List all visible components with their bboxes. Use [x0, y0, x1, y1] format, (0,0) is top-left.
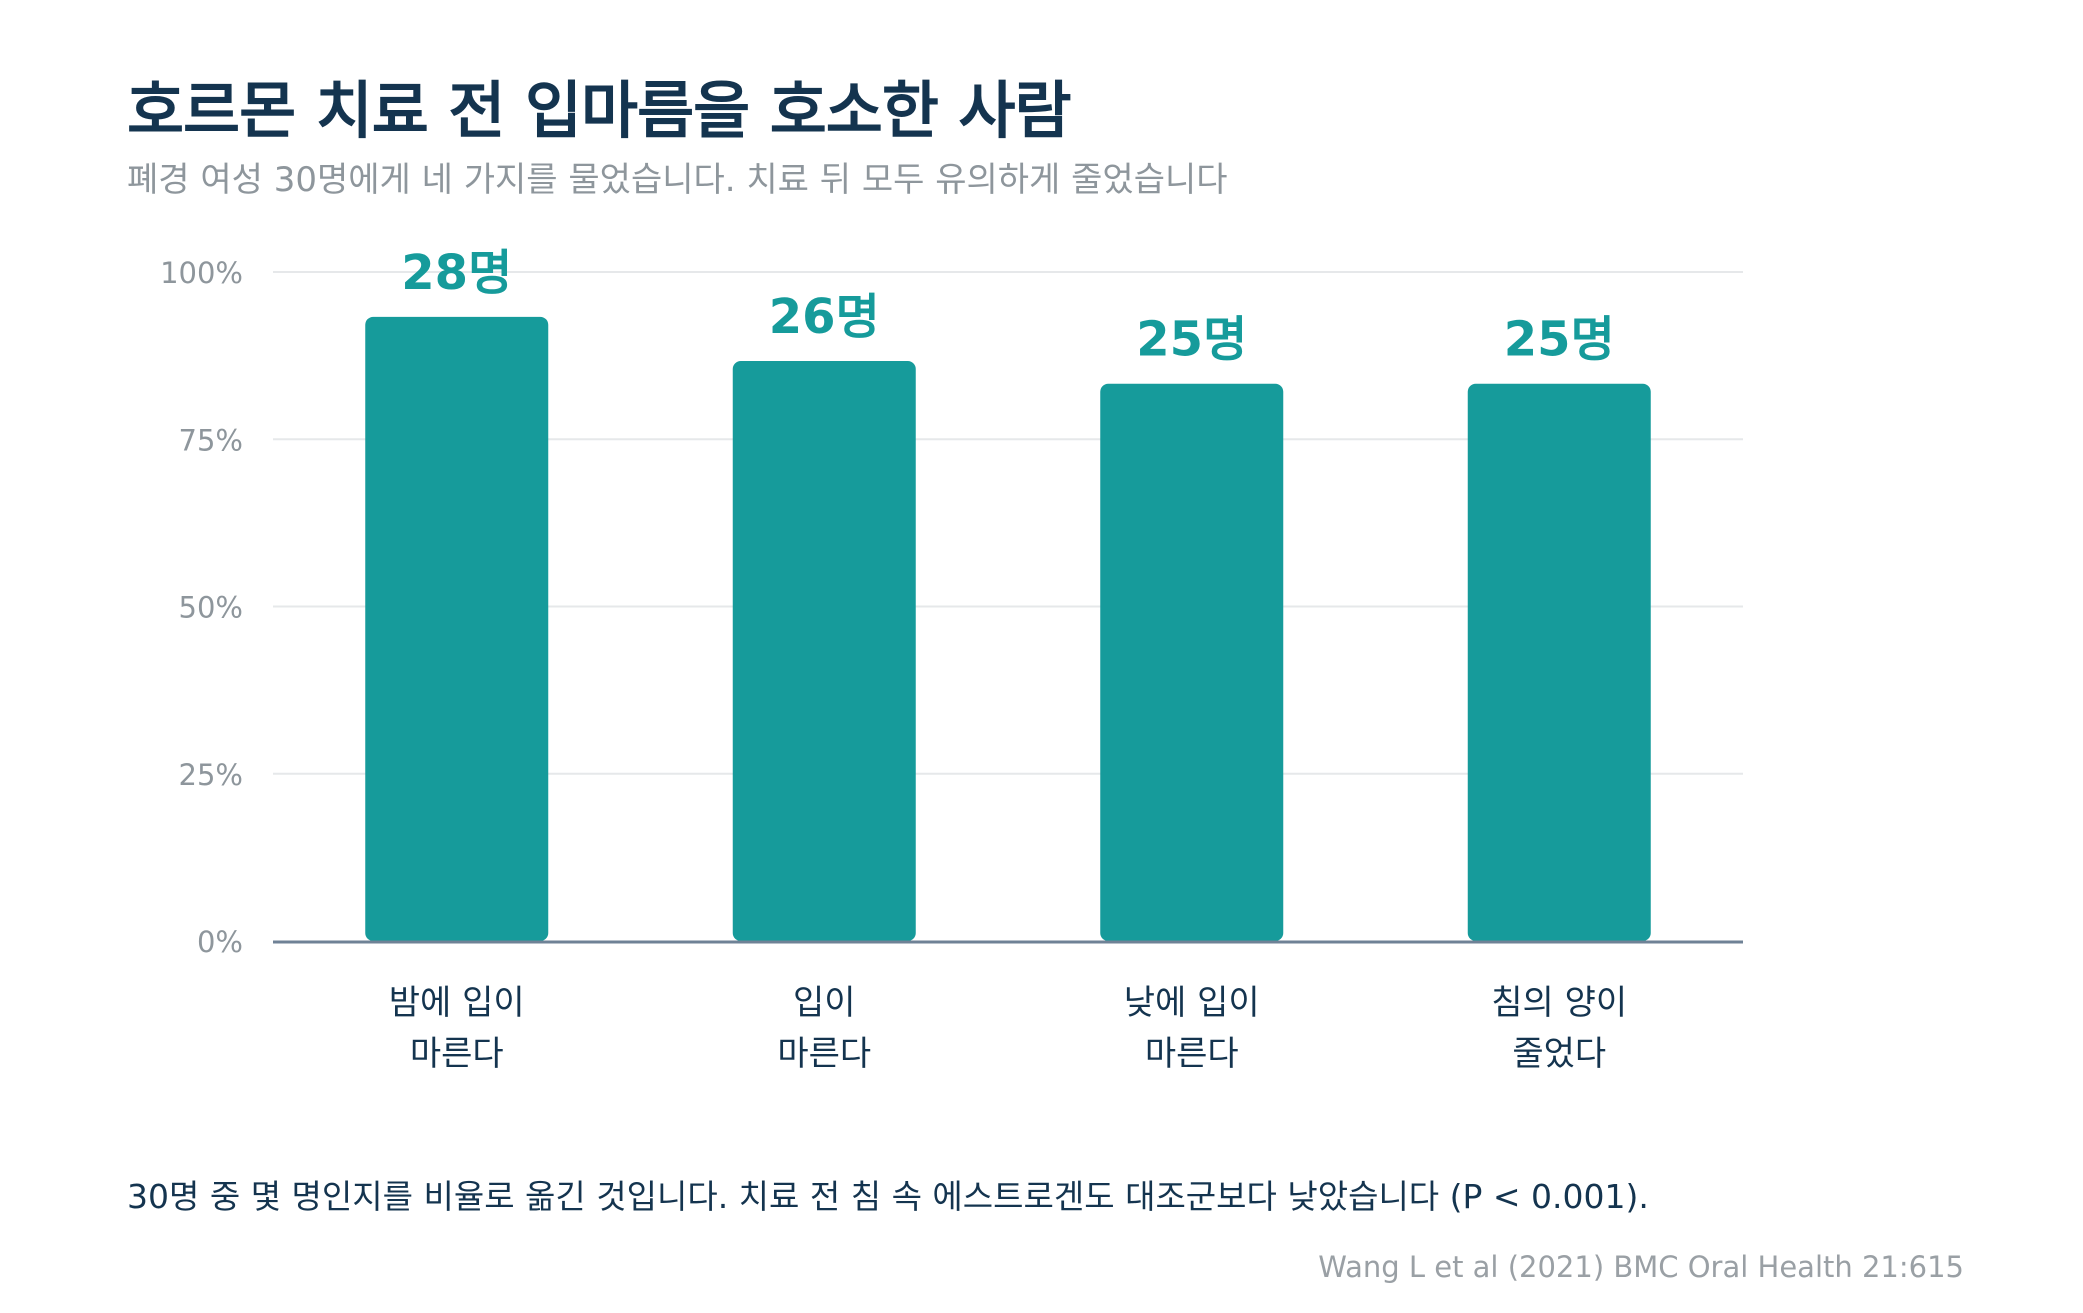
bar — [1467, 383, 1651, 941]
x-tick-label: 낮에 입이 — [1124, 983, 1260, 1023]
y-tick-label: 75% — [179, 423, 243, 457]
bar-value-label: 25명 — [1136, 312, 1247, 368]
chart-subtitle: 폐경 여성 30명에게 네 가지를 물었습니다. 치료 뒤 모두 유의하게 줄었… — [127, 160, 1228, 200]
bar-value-label: 28명 — [401, 245, 512, 301]
y-tick-label: 25% — [179, 758, 243, 792]
bar-value-label: 26명 — [769, 289, 880, 345]
x-tick-label: 침의 양이 — [1491, 983, 1627, 1023]
x-tick-label: 마른다 — [410, 1034, 504, 1074]
x-tick-label: 줄었다 — [1512, 1034, 1606, 1074]
bar-value-label: 25명 — [1504, 312, 1615, 368]
y-tick-label: 100% — [160, 256, 243, 290]
y-tick-label: 50% — [179, 591, 243, 625]
bar — [365, 316, 549, 941]
y-tick-label: 0% — [197, 925, 243, 959]
x-tick-label: 입이 — [793, 983, 856, 1023]
x-tick-label: 밤에 입이 — [389, 983, 525, 1023]
footnote: 30명 중 몇 명인지를 비율로 옮긴 것입니다. 치료 전 침 속 에스트로겐… — [127, 1177, 1649, 1216]
chart-title: 호르몬 치료 전 입마름을 호소한 사람 — [127, 74, 1072, 147]
source-citation: Wang L et al (2021) BMC Oral Health 21:6… — [1318, 1250, 1964, 1284]
x-tick-label: 마른다 — [1145, 1034, 1239, 1074]
bar — [732, 360, 916, 941]
bar — [1100, 383, 1284, 941]
x-tick-label: 마른다 — [777, 1034, 871, 1074]
